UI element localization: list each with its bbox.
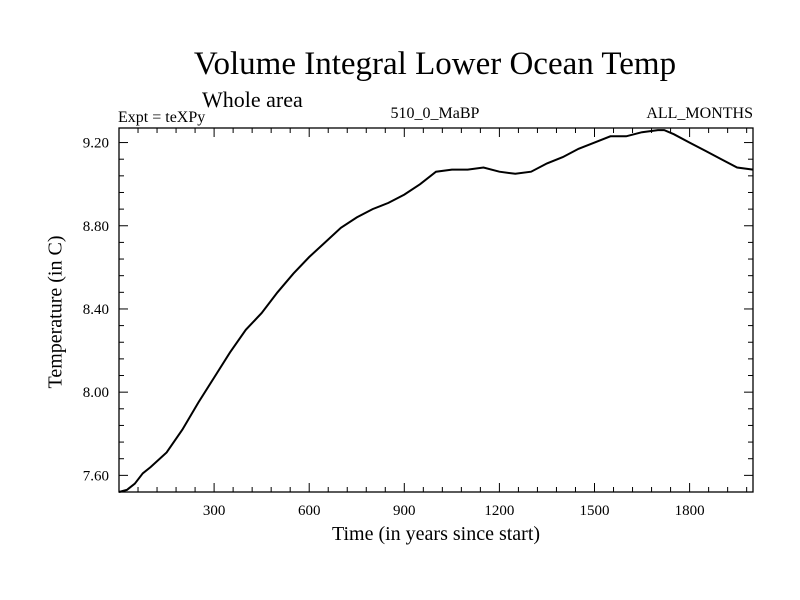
x-tick-label: 300: [203, 503, 226, 519]
y-tick-label: 8.40: [83, 302, 109, 318]
months-label: ALL_MONTHS: [646, 105, 753, 122]
y-tick-label: 8.80: [83, 219, 109, 235]
x-tick-label: 1500: [580, 503, 610, 519]
plot-frame: [118, 127, 754, 493]
x-tick-label: 1800: [675, 503, 705, 519]
x-tick-label: 600: [298, 503, 321, 519]
chart-subtitle: Whole area: [202, 87, 303, 112]
experiment-label: Expt = teXPy: [118, 109, 206, 126]
x-tick-label: 1200: [484, 503, 514, 519]
axis-tick-labels: 300 600 900 1200 1500 1800 7.60 8.00 8.40 8.80 9.2…: [83, 136, 705, 519]
temperature-series-line: [118, 129, 754, 493]
axis-ticks: [119, 128, 753, 492]
period-label: 510_0_MaBP: [390, 105, 480, 122]
y-tick-label: 7.60: [83, 468, 109, 484]
y-tick-label: 9.20: [83, 136, 109, 152]
y-tick-label: 8.00: [83, 385, 109, 401]
x-tick-label: 900: [393, 503, 416, 519]
x-axis-label: Time (in years since start): [331, 523, 541, 545]
chart-title: Volume Integral Lower Ocean Temp: [193, 46, 677, 82]
